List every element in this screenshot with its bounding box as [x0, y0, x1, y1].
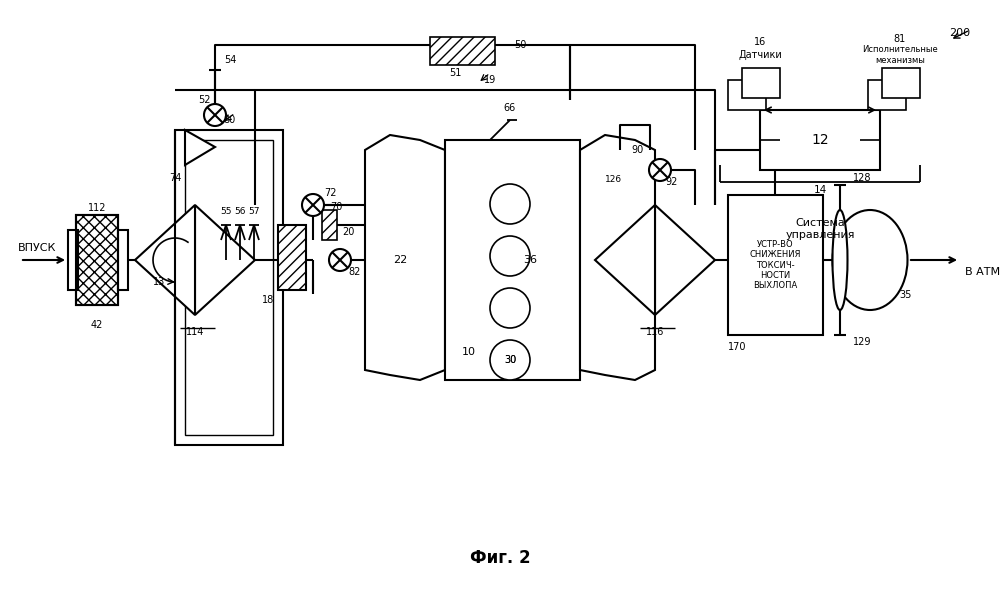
Text: 22: 22	[393, 255, 407, 265]
Bar	[728, 80, 766, 110]
Text: 66: 66	[504, 103, 516, 113]
Text: 170: 170	[728, 342, 746, 352]
Circle shape	[490, 236, 530, 276]
Polygon shape	[655, 205, 715, 315]
Text: 82: 82	[349, 267, 361, 277]
Text: 70: 70	[330, 202, 342, 212]
Polygon shape	[195, 205, 255, 315]
Bar	[882, 68, 920, 98]
Bar	[68, 230, 78, 290]
Text: 10: 10	[462, 347, 476, 357]
Text: 126: 126	[605, 175, 623, 185]
Text: 72: 72	[324, 188, 336, 198]
Text: 128: 128	[853, 173, 871, 183]
Text: 14: 14	[813, 185, 827, 195]
Text: 19: 19	[484, 75, 496, 85]
Bar	[430, 37, 495, 65]
Text: 114: 114	[186, 327, 204, 337]
Polygon shape	[580, 135, 655, 380]
Text: 54: 54	[224, 55, 236, 65]
Bar	[118, 230, 128, 290]
Bar	[76, 215, 118, 305]
Bar	[76, 215, 118, 305]
Text: Исполнительные
механизмы: Исполнительные механизмы	[862, 45, 938, 65]
Bar	[760, 110, 880, 170]
Text: 18: 18	[262, 295, 274, 305]
Polygon shape	[135, 205, 195, 315]
Text: Система
управления: Система управления	[785, 218, 855, 239]
Text: УСТР-ВО
СНИЖЕНИЯ
ТОКСИЧ-
НОСТИ
ВЫХЛОПА: УСТР-ВО СНИЖЕНИЯ ТОКСИЧ- НОСТИ ВЫХЛОПА	[749, 239, 801, 290]
Text: 92: 92	[666, 177, 678, 187]
Text: Фиг. 2: Фиг. 2	[470, 549, 530, 567]
Text: В АТМОСФЕРУ: В АТМОСФЕРУ	[965, 267, 1000, 277]
Text: 200: 200	[949, 28, 970, 38]
Text: 57: 57	[248, 208, 260, 217]
Text: 42: 42	[91, 320, 103, 330]
Text: 55: 55	[220, 208, 232, 217]
Text: 112: 112	[88, 203, 106, 213]
Text: 129: 129	[853, 337, 871, 347]
Polygon shape	[365, 135, 445, 380]
Circle shape	[329, 249, 351, 271]
Text: 116: 116	[646, 327, 664, 337]
Bar	[185, 140, 273, 435]
Text: 30: 30	[504, 355, 516, 365]
Text: 74: 74	[169, 173, 181, 183]
Bar	[728, 195, 823, 335]
Bar	[322, 210, 337, 240]
Text: 13: 13	[153, 277, 165, 287]
Polygon shape	[595, 205, 655, 315]
Text: 16: 16	[754, 37, 766, 47]
Circle shape	[490, 340, 530, 380]
Text: 36: 36	[523, 255, 537, 265]
Text: Датчики: Датчики	[738, 50, 782, 60]
Ellipse shape	[832, 210, 848, 310]
Text: 35: 35	[899, 290, 911, 300]
Text: 51: 51	[450, 68, 462, 78]
Circle shape	[490, 184, 530, 224]
Bar	[175, 130, 283, 445]
Text: ВПУСК: ВПУСК	[18, 243, 56, 253]
Polygon shape	[185, 130, 215, 165]
Circle shape	[302, 194, 324, 216]
Circle shape	[649, 159, 671, 181]
Bar	[742, 68, 780, 98]
Bar	[868, 80, 906, 110]
Text: 20: 20	[342, 227, 354, 237]
Text: 80: 80	[224, 115, 236, 125]
Bar	[278, 225, 306, 290]
Text: 30: 30	[504, 355, 516, 365]
Text: 56: 56	[234, 208, 246, 217]
Bar	[445, 140, 580, 380]
Text: 50: 50	[514, 40, 526, 50]
Text: 81: 81	[894, 34, 906, 44]
Ellipse shape	[832, 210, 908, 310]
Circle shape	[204, 104, 226, 126]
Text: 52: 52	[198, 95, 210, 105]
Circle shape	[490, 288, 530, 328]
Text: 90: 90	[632, 145, 644, 155]
Text: 12: 12	[811, 133, 829, 147]
